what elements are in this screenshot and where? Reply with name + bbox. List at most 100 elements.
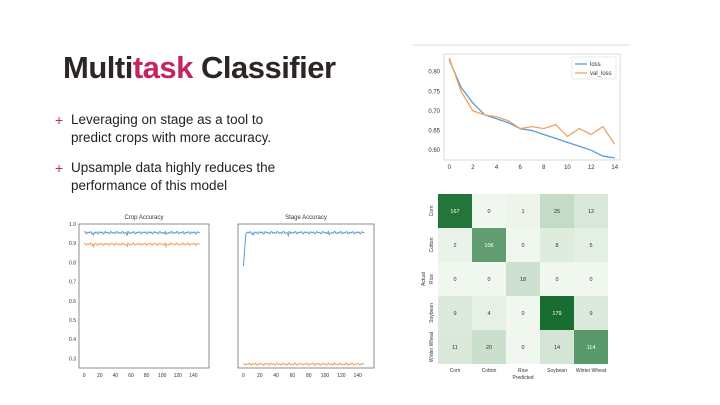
y-class-label: Corn [429,205,435,216]
stage-accuracy-chart: Stage Accuracy 0 20 40 60 80 100 120 140 [237,215,375,379]
cell-fill [540,194,574,228]
matrix-cell: 12 [574,194,608,228]
cell-fill [574,296,608,330]
y-class-label: Winter Wheat [429,331,435,362]
matrix-cell: 9 [574,296,608,330]
matrix-cell: 114 [574,330,608,364]
matrix-cell: 20 [472,330,506,364]
cell-fill [438,194,472,228]
plot-frame [237,223,375,369]
x-class-label: Soybean [547,368,567,374]
matrix-cell: 167 [438,194,472,228]
x-tick-label: 14 [611,165,618,171]
cell-fill [506,228,540,262]
x-tick-label: 6 [519,165,523,171]
y-tick-label: 0.6 [69,299,76,305]
y-tick-label: 0.9 [69,241,76,247]
bullet-text: Leveraging on stage as a tool to predict… [71,111,271,147]
matrix-cell: 0 [506,330,540,364]
cell-value: 9 [589,311,592,317]
cell-fill [438,330,472,364]
matrix-cell: 0 [506,228,540,262]
y-class-label: Soybean [429,303,435,323]
cell-value: 179 [552,311,561,317]
y-tick-label: 0.70 [428,109,440,115]
y-tick-label: 0.75 [428,89,440,95]
crop-accuracy-figure: Crop Accuracy 0.3 0.4 0.5 0.6 0.7 0.8 0.9 1.0 0 20… [55,210,215,380]
x-tick-label: 140 [189,373,198,379]
x-class-label: Winter Wheat [576,368,607,374]
stage-accuracy-figure: Stage Accuracy 0 20 40 60 80 100 120 140 [230,210,380,380]
cell-value: 0 [521,311,524,317]
x-tick-label: 100 [158,373,167,379]
cell-fill [574,330,608,364]
x-axis-label: Predicted [512,375,533,381]
cell-value: 0 [521,243,524,249]
matrix-cell: 2 [438,228,472,262]
cell-fill [574,228,608,262]
legend-label: val_loss [590,71,612,77]
x-tick-label: 120 [337,373,346,379]
matrix-cell: 0 [438,262,472,296]
cell-value: 20 [486,345,492,351]
y-tick-label: 0.5 [69,318,76,324]
cell-fill [540,296,574,330]
cell-fill [506,194,540,228]
x-class-label: Cotton [482,368,497,374]
x-tick-label: 20 [257,373,263,379]
y-tick-label: 0.4 [69,337,76,343]
matrix-cell: 9 [438,296,472,330]
x-tick-label: 12 [588,165,595,171]
cell-fill [540,330,574,364]
y-tick-label: 0.7 [69,280,76,286]
x-tick-label: 0 [83,373,86,379]
slide-title: Multitask Classifier [63,50,336,86]
plus-icon: + [55,112,64,128]
cell-fill [506,296,540,330]
cell-value: 8 [555,243,558,249]
matrix-cell: 1 [506,194,540,228]
x-tick-label: 10 [564,165,571,171]
legend-label: loss [590,62,601,68]
x-tick-label: 8 [542,165,546,171]
accuracy-series-line [242,230,365,267]
y-tick-label: 0.8 [69,260,76,266]
cell-value: 0 [453,277,456,283]
x-tick-label: 100 [321,373,330,379]
accuracy-series-line [243,362,365,367]
cell-value: 167 [450,209,459,215]
x-tick-label: 40 [273,373,279,379]
cell-value: 0 [521,345,524,351]
cell-value: 106 [484,243,493,249]
cell-value: 18 [520,277,526,283]
x-tick-label: 60 [128,373,134,379]
chart-title: Stage Accuracy [285,215,327,221]
cell-value: 0 [487,209,490,215]
x-tick-label: 2 [471,165,475,171]
x-tick-label: 140 [354,373,363,379]
accuracy-series-line [83,230,200,237]
cell-value: 12 [588,209,594,215]
cell-value: 114 [587,345,596,351]
cell-value: 9 [453,311,456,317]
cell-fill [438,262,472,296]
y-class-label: Cotton [429,237,435,252]
bullet-line: performance of this model [71,178,228,193]
series-line-loss [448,59,615,159]
cell-fill [472,262,506,296]
y-tick-label: 0.65 [428,129,440,135]
cell-fill [540,262,574,296]
matrix-cell: 4 [472,296,506,330]
matrix-cell: 5 [574,228,608,262]
cell-value: 14 [554,345,560,351]
x-tick-label: 80 [144,373,150,379]
cell-fill [506,262,540,296]
cell-fill [472,228,506,262]
cell-value: 4 [487,311,490,317]
crop-accuracy-chart: Crop Accuracy 0.3 0.4 0.5 0.6 0.7 0.8 0.9 1.0 0 20… [69,215,210,379]
y-tick-label: 1.0 [69,222,76,228]
matrix-cell: 14 [540,330,574,364]
cell-value: 25 [554,209,560,215]
bullet-list: + Leveraging on stage as a tool to predi… [55,111,385,207]
cell-value: 5 [589,243,592,249]
